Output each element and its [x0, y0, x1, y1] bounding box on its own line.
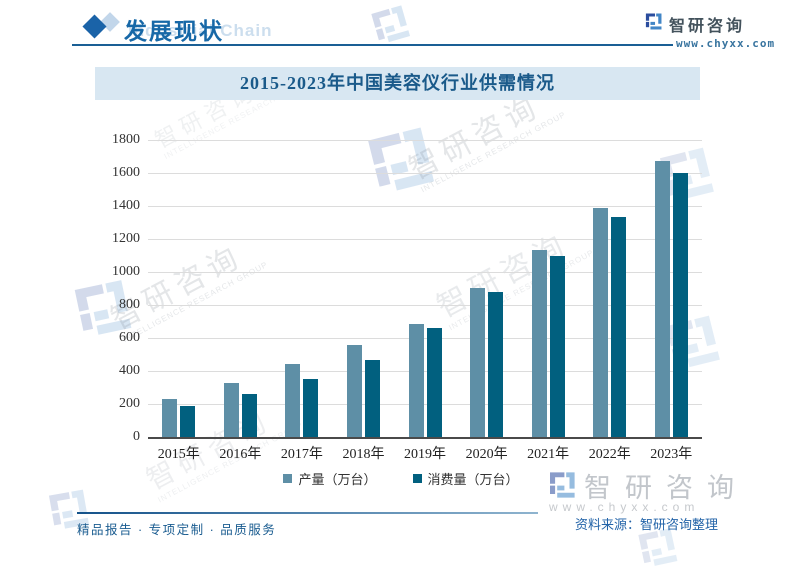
x-tick-label: 2019年	[403, 447, 446, 462]
bar-产量（万台）-2021年	[531, 250, 547, 437]
brand-name: 智研咨询	[669, 18, 746, 35]
x-tick-label: 2018年	[342, 447, 385, 462]
bar-消费量（万台）-2016年	[241, 393, 257, 437]
gridline	[148, 404, 702, 405]
gridline	[148, 239, 702, 240]
x-tick-label: 2021年	[527, 447, 570, 462]
y-tick-label: 800	[119, 297, 140, 312]
bar-产量（万台）-2018年	[346, 344, 362, 437]
y-tick-label: 1600	[112, 165, 140, 180]
x-axis-line	[148, 437, 702, 439]
x-tick-label: 2023年	[650, 447, 693, 462]
bar-消费量（万台）-2015年	[180, 405, 196, 437]
section-title: 发展现状	[124, 18, 224, 44]
bar-产量（万台）-2022年	[593, 208, 609, 437]
x-tick-label: 2015年	[157, 447, 200, 462]
chart-title: 2015-2023年中国美容仪行业供需情况	[95, 67, 700, 100]
y-tick-label: 200	[119, 396, 140, 411]
gridline	[148, 371, 702, 372]
bar-产量（万台）-2023年	[654, 161, 670, 437]
gridline	[148, 140, 702, 141]
x-tick-label: 2017年	[280, 447, 323, 462]
legend-label: 消费量（万台）	[427, 472, 519, 487]
y-tick-label: 1800	[112, 132, 140, 147]
legend-label: 产量（万台）	[298, 472, 377, 487]
bar-产量（万台）-2017年	[285, 363, 301, 437]
bar-产量（万台）-2020年	[470, 288, 486, 437]
legend-item: 消费量（万台）	[412, 469, 519, 488]
legend: 产量（万台） 消费量（万台）	[146, 469, 656, 488]
y-tick-label: 1200	[112, 231, 140, 246]
bar-消费量（万台）-2023年	[672, 172, 688, 437]
header-divider	[72, 44, 673, 46]
watermark-site-text: www.chyxx.com	[549, 500, 700, 514]
y-tick-label: 600	[119, 330, 140, 345]
brand-website: www.chyxx.com	[676, 37, 776, 50]
gridline	[148, 338, 702, 339]
y-tick-label: 400	[119, 363, 140, 378]
bar-消费量（万台）-2017年	[303, 378, 319, 437]
bar-消费量（万台）-2022年	[611, 216, 627, 437]
x-tick-label: 2022年	[588, 447, 631, 462]
footer-divider	[77, 512, 538, 514]
gridline	[148, 173, 702, 174]
gridline	[148, 272, 702, 273]
bar-消费量（万台）-2021年	[549, 256, 565, 437]
gridline	[148, 305, 702, 306]
legend-swatch	[283, 474, 293, 483]
watermark-brand-text: 智研咨询	[584, 473, 748, 503]
bar-消费量（万台）-2018年	[364, 359, 380, 437]
y-tick-label: 0	[133, 429, 140, 444]
gridline	[148, 206, 702, 207]
section-subtitle-en: Industrial Chain	[128, 21, 273, 40]
y-tick-label: 1400	[112, 198, 140, 213]
legend-item: 产量（万台）	[283, 469, 377, 488]
x-tick-label: 2020年	[465, 447, 508, 462]
brand-logo: 智研咨询	[644, 12, 745, 36]
bar-消费量（万台）-2020年	[488, 291, 504, 437]
bar-产量（万台）-2019年	[408, 323, 424, 437]
footer-slogan: 精品报告 · 专项定制 · 品质服务	[77, 523, 277, 537]
legend-swatch	[412, 474, 422, 483]
bar-产量（万台）-2015年	[162, 398, 178, 437]
bar-产量（万台）-2016年	[223, 382, 239, 437]
y-tick-label: 1000	[112, 264, 140, 279]
x-tick-label: 2016年	[219, 447, 262, 462]
bar-消费量（万台）-2019年	[426, 328, 442, 437]
data-source-note: 资料来源：智研咨询整理	[575, 517, 719, 532]
